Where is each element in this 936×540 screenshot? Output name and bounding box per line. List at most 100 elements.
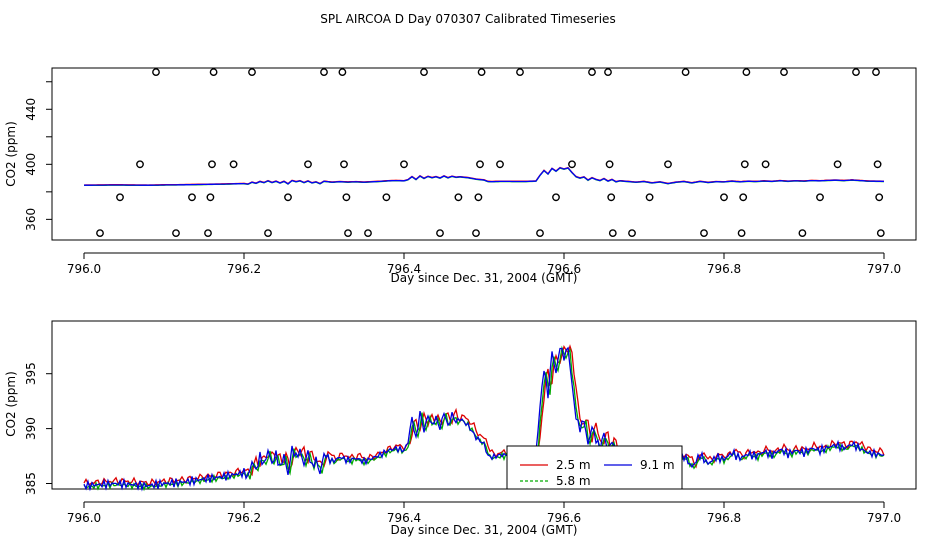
reference-point	[604, 68, 612, 77]
series-line-9-1-m	[84, 167, 885, 186]
reference-point	[152, 68, 160, 77]
reference-point	[474, 193, 483, 202]
reference-point	[761, 160, 770, 169]
reference-point	[645, 193, 654, 202]
reference-point	[798, 229, 807, 238]
reference-point	[742, 68, 751, 77]
x-tick-label: 796.8	[707, 511, 741, 525]
reference-point	[116, 193, 124, 202]
reference-point	[136, 160, 144, 169]
x-tick-label: 797.0	[867, 511, 901, 525]
top-plot-frame	[51, 67, 917, 241]
reference-point	[833, 160, 842, 169]
reference-point	[472, 229, 480, 238]
reference-point	[208, 160, 216, 169]
series-line-5-8-m	[84, 167, 884, 187]
reference-point	[206, 193, 215, 202]
y-tick-label: 390	[24, 417, 38, 440]
x-tick-label: 796.6	[547, 262, 581, 276]
reference-point	[608, 229, 617, 238]
reference-point	[816, 193, 824, 202]
top-y-axis: 360 400 440	[24, 81, 53, 231]
y-tick-label: 385	[24, 472, 38, 495]
y-tick-label: 395	[24, 362, 38, 385]
reference-point	[364, 229, 372, 238]
reference-point	[852, 68, 860, 77]
reference-point	[248, 68, 256, 77]
bottom-series-lines	[83, 344, 885, 492]
bottom-x-axis: 796.0 796.2 796.4 796.6 796.8 797.0	[67, 501, 901, 525]
bottom-plot-frame	[51, 320, 917, 490]
bottom-panel: 796.0 796.2 796.4 796.6 796.8 797.0 385 390 395…	[4, 320, 917, 537]
series-line-9-1-m	[83, 346, 885, 492]
x-tick-label: 796.2	[227, 262, 261, 276]
reference-point	[681, 68, 690, 77]
x-tick-label: 796.4	[387, 262, 421, 276]
top-x-axis-label: Day since Dec. 31, 2004 (GMT)	[391, 271, 578, 285]
reference-point	[477, 68, 486, 77]
reference-point	[204, 229, 212, 238]
reference-point	[875, 193, 884, 202]
series-line-5-8-m	[83, 345, 885, 492]
reference-point	[454, 193, 463, 202]
reference-point	[720, 193, 728, 202]
series-line-2-5-m	[83, 344, 885, 487]
reference-point	[400, 160, 408, 169]
bottom-y-axis-label: CO2 (ppm)	[4, 371, 18, 437]
bottom-x-axis-label: Day since Dec. 31, 2004 (GMT)	[391, 523, 578, 537]
reference-point	[172, 229, 180, 238]
reference-point	[264, 229, 272, 238]
y-tick-label: 440	[24, 98, 38, 121]
reference-point	[536, 229, 544, 238]
x-tick-label: 796.8	[707, 262, 741, 276]
reference-point	[552, 193, 560, 202]
top-y-axis-label: CO2 (ppm)	[4, 121, 18, 187]
reference-point	[342, 193, 351, 202]
legend-label-9-1m: 9.1 m	[640, 458, 675, 472]
top-series-lines	[83, 166, 885, 187]
reference-point	[229, 160, 238, 169]
reference-point	[436, 229, 444, 238]
reference-point	[304, 160, 312, 169]
reference-point	[96, 229, 104, 238]
reference-point	[605, 160, 614, 169]
reference-point	[476, 160, 484, 169]
x-tick-label: 797.0	[867, 262, 901, 276]
reference-point	[739, 193, 748, 202]
top-x-axis: 796.0 796.2 796.4 796.6 796.8 797.0	[67, 252, 901, 276]
reference-point	[872, 68, 880, 77]
reference-point	[780, 68, 788, 77]
reference-point	[344, 229, 352, 238]
x-tick-label: 796.4	[387, 511, 421, 525]
y-tick-label: 360	[24, 208, 38, 231]
legend: 2.5 m 5.8 m 9.1 m	[506, 445, 683, 490]
y-tick-label: 400	[24, 153, 38, 176]
top-panel: 796.0 796.2 796.4 796.6 796.8 797.0 360 400 440…	[4, 67, 917, 285]
reference-point	[284, 193, 292, 202]
reference-point	[568, 160, 576, 169]
reference-point	[737, 229, 746, 238]
reference-point	[188, 193, 196, 202]
series-line-2-5-m	[83, 166, 884, 186]
reference-point	[496, 160, 504, 169]
legend-label-2-5m: 2.5 m	[556, 458, 591, 472]
reference-point	[340, 160, 348, 169]
reference-point	[382, 193, 391, 202]
reference-point	[876, 229, 885, 238]
x-tick-label: 796.0	[67, 262, 101, 276]
x-tick-label: 796.0	[67, 511, 101, 525]
reference-point	[320, 68, 328, 77]
reference-point	[338, 68, 347, 77]
reference-point	[588, 68, 596, 77]
reference-point	[628, 229, 636, 238]
reference-point	[209, 68, 218, 77]
chart-title: SPL AIRCOA D Day 070307 Calibrated Times…	[320, 12, 615, 26]
top-reference-points	[96, 68, 885, 238]
reference-point	[740, 160, 749, 169]
legend-label-5-8m: 5.8 m	[556, 474, 591, 488]
reference-point	[607, 193, 616, 202]
reference-point	[516, 68, 524, 77]
reference-point	[420, 68, 428, 77]
bottom-y-axis: 385 390 395	[24, 362, 53, 495]
